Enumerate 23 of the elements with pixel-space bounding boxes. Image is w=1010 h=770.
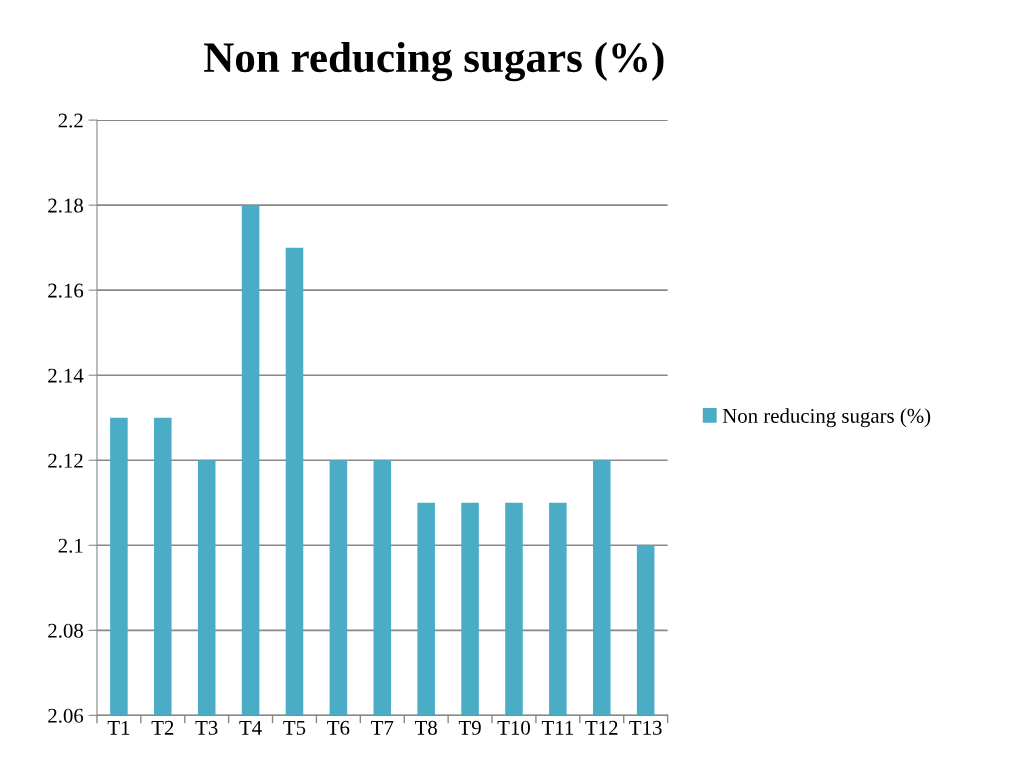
x-tick-label: T6 [327,720,350,735]
x-tick-label: T1 [107,720,130,735]
x-tick-label: T9 [458,720,481,735]
x-tick-label: T11 [541,720,574,735]
x-tick-label: T3 [195,720,218,735]
y-tick-label: 2.16 [48,283,84,298]
y-tick-label: 2.2 [58,113,83,128]
y-tick-label: 2.14 [48,368,84,383]
y-tick-label: 2.18 [48,198,83,213]
x-tick-label: T13 [629,720,662,735]
chart-title: Non reducing sugars (%) [204,41,664,82]
y-tick-label: 2.08 [48,623,83,638]
legend-label: Non reducing sugars (%) [722,408,931,428]
x-tick-label: T7 [371,721,394,735]
y-tick-label: 2.06 [48,708,84,723]
x-tick-label: T12 [585,720,618,735]
x-tick-label: T2 [151,720,174,735]
y-tick-label: 2.12 [48,453,83,468]
x-tick-label: T8 [414,720,437,735]
x-tick-label: T5 [283,721,306,735]
x-tick-label: T10 [497,720,530,735]
y-tick-label: 2.1 [58,538,83,553]
x-tick-label: T4 [239,720,262,735]
